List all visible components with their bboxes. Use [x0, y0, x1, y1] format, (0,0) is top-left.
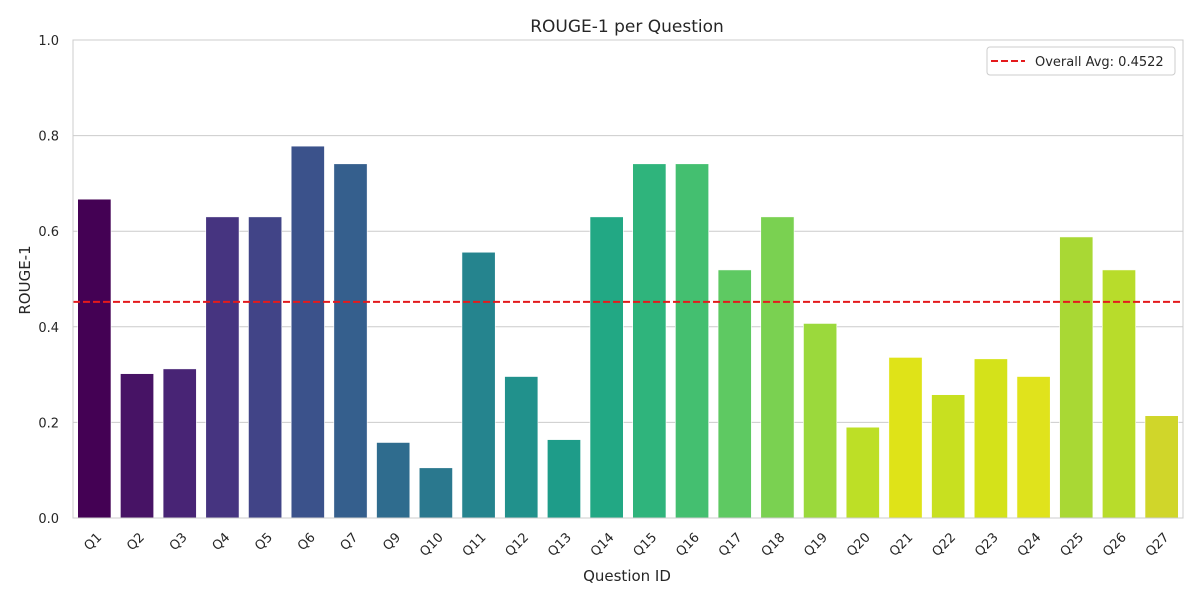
- y-axis-label: ROUGE-1: [16, 245, 34, 314]
- bar-q10: [418, 467, 453, 519]
- bar-q3: [162, 368, 197, 519]
- legend: Overall Avg: 0.4522: [986, 46, 1176, 76]
- y-tick-label: 0.4: [38, 321, 59, 336]
- bar-q24: [1016, 376, 1051, 519]
- bar-q17: [717, 269, 752, 519]
- bar-q21: [888, 357, 923, 519]
- y-tick-label: 0.0: [38, 512, 59, 527]
- bar-q6: [290, 145, 325, 519]
- x-axis-label: Question ID: [583, 567, 671, 585]
- y-tick-label: 0.8: [38, 130, 59, 145]
- bar-q5: [248, 216, 283, 519]
- bar-q1: [77, 198, 112, 519]
- bar-q14: [589, 216, 624, 519]
- legend-box: [986, 46, 1176, 76]
- legend-entry-average: Overall Avg: 0.4522: [1035, 55, 1164, 70]
- chart-title: ROUGE-1 per Question: [530, 17, 724, 37]
- bar-q25: [1059, 236, 1094, 519]
- bar-q23: [973, 358, 1008, 519]
- bar-q13: [547, 439, 581, 519]
- bar-q4: [205, 216, 240, 519]
- bar-q19: [803, 323, 838, 519]
- bar-q20: [845, 426, 880, 519]
- bar-q18: [760, 216, 795, 519]
- bar-q15: [632, 163, 667, 519]
- bar-q22: [931, 394, 966, 519]
- bar-q16: [675, 163, 709, 519]
- bar-q7: [333, 163, 368, 519]
- bar-q26: [1102, 269, 1136, 519]
- plot-frame: [72, 39, 1184, 519]
- y-ticks: 0.0 0.2 0.4 0.6 0.8 1.0: [38, 34, 59, 527]
- bar-q27: [1144, 415, 1179, 519]
- bar-q9: [376, 442, 411, 519]
- y-tick-label: 1.0: [38, 34, 59, 49]
- bar-q11: [461, 251, 496, 519]
- bar-q2: [120, 373, 154, 519]
- bars: [77, 145, 1179, 519]
- y-tick-label: 0.6: [38, 225, 59, 240]
- y-tick-label: 0.2: [38, 416, 59, 431]
- bar-q12: [504, 376, 539, 519]
